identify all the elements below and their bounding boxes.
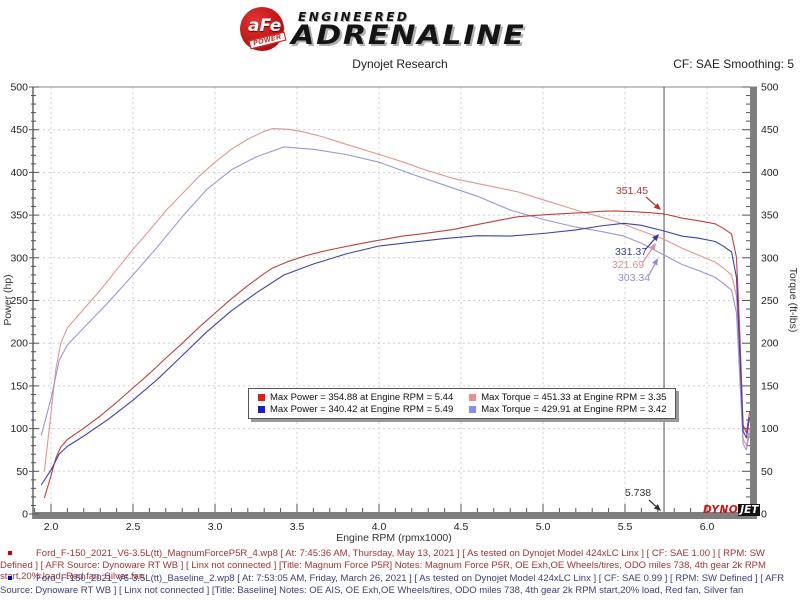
dynojet-logo-jet: JET: [738, 504, 761, 516]
gridlines: [33, 87, 750, 512]
bottom-axis-bar: [33, 512, 757, 519]
torque-axis-tick-label: 400: [761, 167, 779, 179]
chart-title: Dynojet Research: [352, 57, 448, 71]
annotation-arrowhead: [653, 203, 661, 210]
rpm-axis-tick-label: 4.5: [454, 521, 469, 533]
annotation-arrowhead: [653, 504, 661, 511]
torque-axis-title: Torque (ft-lbs): [787, 268, 799, 333]
legend-label: Max Power = 354.88 at Engine RPM = 5.44: [270, 392, 454, 403]
magnumforce-torque-curve: [43, 128, 751, 472]
rpm-axis-tick-label: 4.0: [372, 521, 387, 533]
annotation-arrowhead: [649, 243, 656, 251]
logo-engineered-text: ENGINEERED: [298, 10, 410, 24]
torque-axis-tick-label: 250: [761, 295, 779, 307]
logo-adrenaline-text: ADRENALINE: [291, 20, 526, 51]
afe-logo-text: aFe: [248, 16, 282, 36]
torque-axis-tick-label: 350: [761, 210, 779, 222]
annotation-351.45: 351.45: [616, 185, 661, 210]
legend-swatch: [469, 406, 477, 413]
annotation-321.69: 321.69: [612, 243, 656, 271]
torque-axis-tick-label: 200: [761, 338, 779, 350]
torque-axis-tick-label: 100: [761, 423, 779, 435]
dynojet-logo: DYNO JET: [703, 504, 761, 516]
rpm-axis-tick-label: 5.0: [536, 521, 551, 533]
annotation-value-label: 321.69: [612, 259, 644, 271]
annotation-arrow-line: [642, 248, 653, 263]
baseline-torque-curve: [40, 146, 751, 451]
rpm-axis-title: Engine RPM (rpmx1000): [336, 532, 452, 544]
legend-label: Max Torque = 451.33 at Engine RPM = 3.35: [481, 392, 667, 403]
torque-axis-tick-label: 450: [761, 124, 779, 136]
legend-entry: Max Torque = 429.91 at Engine RPM = 3.42: [469, 404, 666, 415]
baseline-power-curve: [40, 222, 751, 486]
annotation-arrowhead: [652, 258, 658, 266]
annotation-arrow-line: [648, 499, 657, 507]
magnumforce-power-curve: [43, 210, 751, 499]
run-info-line: Ford_F-150_2021_V6-3.5L(tt)_MagnumForceP…: [0, 548, 797, 583]
right-axis-bar: [750, 87, 757, 519]
power-axis-tick-label: 250: [10, 295, 28, 307]
rpm-axis-tick-label: 2.0: [44, 521, 59, 533]
rpm-axis-tick-label: 6.0: [700, 521, 715, 533]
legend-swatch: [258, 394, 265, 401]
annotation-5.738: 5.738: [625, 487, 661, 511]
smoothing-setting: CF: SAE Smoothing: 5: [673, 57, 794, 71]
run-info-line: Ford_F-150_2021_V6-3.5L(tt)_Baseline_2.w…: [0, 573, 797, 596]
power-axis-tick-label: 100: [10, 423, 28, 435]
run-bullet: [8, 551, 12, 555]
annotation-arrow-line: [645, 196, 657, 206]
legend-swatch: [258, 406, 265, 413]
torque-axis-tick-label: 300: [761, 252, 779, 264]
annotation-303.34: 303.34: [618, 258, 658, 284]
power-axis-tick-label: 150: [10, 380, 28, 392]
torque-axis-tick-label: 0: [761, 509, 767, 521]
rpm-axis-tick-label: 3.5: [290, 521, 305, 533]
annotation-value-label: 351.45: [616, 185, 648, 197]
annotation-value-label: 303.34: [618, 272, 650, 284]
torque-axis-tick-label: 50: [761, 466, 773, 478]
annotation-arrow-line: [648, 263, 656, 276]
annotation-arrowhead: [652, 234, 659, 242]
legend-box[interactable]: Max Power = 354.88 at Engine RPM = 5.44 M…: [248, 388, 677, 419]
annotation-value-label: 331.37: [615, 246, 647, 258]
power-axis-tick-label: 0: [22, 509, 28, 521]
power-axis-tick-label: 500: [10, 82, 28, 94]
power-axis-tick-label: 450: [10, 124, 28, 136]
power-axis-tick-label: 400: [10, 167, 28, 179]
run-text: Ford_F-150_2021_V6-3.5L(tt)_Baseline_2.w…: [0, 573, 785, 596]
run-text: Ford_F-150_2021_V6-3.5L(tt)_MagnumForceP…: [0, 548, 766, 582]
annotation-arrow-line: [644, 238, 655, 251]
power-axis-tick-label: 300: [10, 252, 28, 264]
legend-entry: Max Power = 340.42 at Engine RPM = 5.49: [258, 404, 453, 415]
power-axis-tick-label: 200: [10, 338, 28, 350]
torque-axis-tick-label: 500: [761, 82, 779, 94]
legend-label: Max Power = 340.42 at Engine RPM = 5.49: [270, 404, 454, 415]
legend-swatch: [469, 394, 477, 401]
dynojet-logo-dyno: DYNO: [703, 504, 739, 516]
rpm-axis-tick-label: 5.5: [618, 521, 633, 533]
annotation-value-label: 5.738: [625, 487, 651, 499]
legend-entry: Max Power = 354.88 at Engine RPM = 5.44: [258, 392, 453, 403]
rpm-axis-tick-label: 3.0: [208, 521, 223, 533]
legend-entry: Max Torque = 451.33 at Engine RPM = 3.35: [469, 392, 666, 403]
torque-axis-tick-label: 150: [761, 380, 779, 392]
power-axis-title: Power (hp): [2, 274, 14, 325]
rpm-axis-tick-label: 2.5: [126, 521, 141, 533]
afe-power-logo: aFe POWER: [240, 7, 287, 51]
annotation-331.37: 331.37: [615, 234, 659, 258]
power-axis-tick-label: 350: [10, 210, 28, 222]
power-axis-tick-label: 50: [16, 466, 28, 478]
legend-label: Max Torque = 429.91 at Engine RPM = 3.42: [481, 404, 667, 415]
run-bullet: [8, 576, 12, 580]
